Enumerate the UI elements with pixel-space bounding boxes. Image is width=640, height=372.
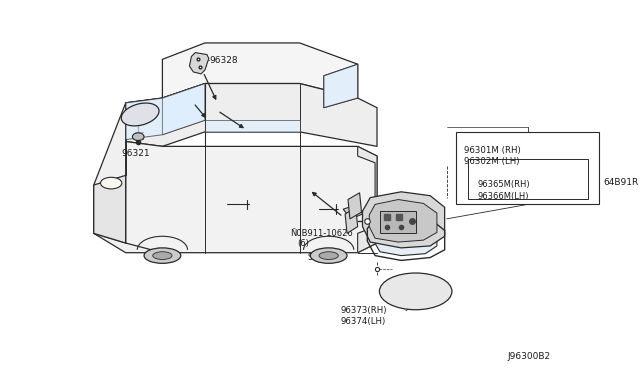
Polygon shape bbox=[380, 211, 415, 233]
Ellipse shape bbox=[100, 177, 122, 189]
Ellipse shape bbox=[310, 248, 347, 263]
Polygon shape bbox=[324, 64, 358, 108]
Text: 96373(RH): 96373(RH) bbox=[340, 306, 387, 315]
Ellipse shape bbox=[365, 201, 379, 228]
Text: (6): (6) bbox=[298, 239, 310, 248]
Text: 96328: 96328 bbox=[210, 57, 238, 65]
Text: 96321: 96321 bbox=[122, 149, 150, 158]
Text: J96300B2: J96300B2 bbox=[508, 352, 551, 361]
Ellipse shape bbox=[144, 248, 180, 263]
Text: 96301M (RH): 96301M (RH) bbox=[464, 146, 521, 155]
Polygon shape bbox=[125, 84, 205, 140]
Ellipse shape bbox=[132, 133, 144, 141]
Polygon shape bbox=[94, 175, 125, 243]
Polygon shape bbox=[372, 217, 437, 256]
Text: 64B91R: 64B91R bbox=[604, 178, 639, 187]
Text: 96302M (LH): 96302M (LH) bbox=[464, 157, 520, 166]
Ellipse shape bbox=[153, 252, 172, 259]
Polygon shape bbox=[189, 52, 209, 74]
Polygon shape bbox=[343, 204, 362, 219]
Text: 96366M(LH): 96366M(LH) bbox=[477, 192, 529, 201]
Ellipse shape bbox=[319, 252, 339, 259]
Polygon shape bbox=[348, 193, 362, 219]
Polygon shape bbox=[163, 84, 205, 135]
Polygon shape bbox=[125, 84, 377, 146]
Bar bbox=[468, 159, 588, 199]
Polygon shape bbox=[362, 192, 445, 248]
Polygon shape bbox=[94, 98, 163, 253]
Text: SEC.800: SEC.800 bbox=[307, 253, 342, 262]
Ellipse shape bbox=[122, 103, 159, 126]
Text: 96374(LH): 96374(LH) bbox=[340, 317, 385, 326]
Polygon shape bbox=[358, 146, 377, 253]
Text: Ñ0B911-10626: Ñ0B911-10626 bbox=[290, 228, 353, 238]
Polygon shape bbox=[324, 64, 358, 108]
Text: 96365M(RH): 96365M(RH) bbox=[477, 180, 530, 189]
Bar bbox=[456, 132, 599, 204]
Ellipse shape bbox=[380, 273, 452, 310]
Polygon shape bbox=[125, 141, 377, 253]
Polygon shape bbox=[369, 199, 437, 242]
Polygon shape bbox=[345, 207, 358, 233]
Polygon shape bbox=[205, 120, 300, 132]
Polygon shape bbox=[163, 43, 358, 98]
